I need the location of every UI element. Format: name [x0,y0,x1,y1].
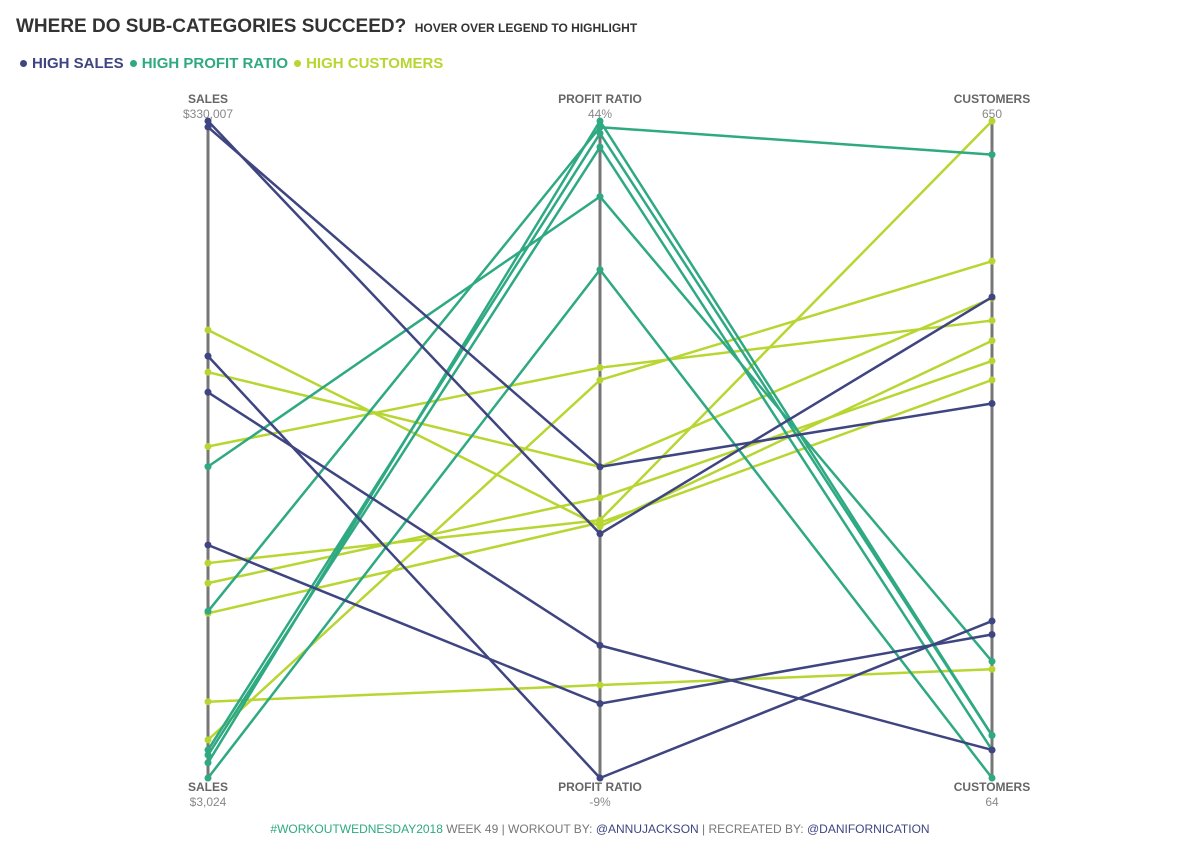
footer-author-link[interactable]: @ANNUJACKSON [595,822,699,836]
series-line[interactable] [204,326,996,530]
data-point[interactable] [204,759,212,767]
title-row: WHERE DO SUB-CATEGORIES SUCCEED? HOVER O… [16,16,637,38]
legend-item-high-sales[interactable]: HIGH SALES [20,55,124,72]
series-line[interactable] [204,117,996,538]
footer-week: WEEK 49 | WORKOUT BY: [442,822,596,836]
legend-item-high-profit-ratio[interactable]: HIGH PROFIT RATIO [129,55,289,72]
data-point[interactable] [988,151,996,159]
data-point[interactable] [596,519,604,527]
data-point[interactable] [596,193,604,201]
data-point[interactable] [988,376,996,384]
data-point[interactable] [988,617,996,625]
data-point[interactable] [204,368,212,376]
series-line[interactable] [204,123,996,615]
data-point[interactable] [204,607,212,615]
axis-bottom-title: CUSTOMERS [954,780,1030,794]
legend-dot-icon [294,60,302,67]
data-point[interactable] [596,117,604,125]
axis-top-title: PROFIT RATIO [558,92,642,106]
axis-max-label: 650 [982,107,1002,121]
footer-recreated: | RECREATED BY: [698,822,807,836]
data-point[interactable] [596,681,604,689]
data-point[interactable] [988,293,996,301]
series-line[interactable] [204,117,996,767]
lines-layer [204,117,996,782]
footer-hashtag[interactable]: #WORKOUTWEDNESDAY2018 [270,822,443,836]
legend-dot-icon [129,60,137,67]
data-point[interactable] [988,357,996,365]
axis-min-label: $3,024 [190,795,227,809]
axes-layer [206,121,994,778]
series-line[interactable] [204,388,996,754]
data-point[interactable] [988,400,996,408]
data-point[interactable] [596,129,604,137]
legend-label: HIGH PROFIT RATIO [141,55,289,72]
data-point[interactable] [988,731,996,739]
data-point[interactable] [204,463,212,471]
legend-dot-icon [20,60,27,67]
data-point[interactable] [988,257,996,265]
page-subtitle: HOVER OVER LEGEND TO HIGHLIGHT [414,21,638,35]
data-point[interactable] [204,117,212,125]
axis-min-label: 64 [985,795,999,809]
data-point[interactable] [988,746,996,754]
data-point[interactable] [596,530,604,538]
data-point[interactable] [204,326,212,334]
data-point[interactable] [204,559,212,567]
data-point[interactable] [596,463,604,471]
legend-label: HIGH CUSTOMERS [306,55,444,72]
data-point[interactable] [988,665,996,673]
data-point[interactable] [204,736,212,744]
data-point[interactable] [204,751,212,759]
series-line[interactable] [204,257,996,744]
data-point[interactable] [988,657,996,665]
axis-top-title: CUSTOMERS [954,92,1030,106]
series-line[interactable] [204,266,996,782]
axis-max-label: 44% [588,107,612,121]
data-point[interactable] [596,700,604,708]
data-point[interactable] [596,494,604,502]
data-point[interactable] [204,774,212,782]
series-line[interactable] [204,317,996,451]
data-point[interactable] [988,774,996,782]
series-line[interactable] [204,376,996,617]
data-point[interactable] [596,641,604,649]
series-line[interactable] [204,541,996,708]
axis-max-label: $330,007 [183,107,233,121]
axis-top-title: SALES [188,92,228,106]
series-line[interactable] [204,193,996,665]
data-point[interactable] [204,388,212,396]
series-line[interactable] [204,357,996,587]
series-line[interactable] [204,352,996,782]
data-point[interactable] [204,541,212,549]
data-point[interactable] [596,266,604,274]
data-point[interactable] [204,443,212,451]
footer-recreator-link[interactable]: @DANIFORNICATION [806,822,930,836]
series-line[interactable] [204,123,996,471]
data-point[interactable] [596,376,604,384]
data-point[interactable] [988,317,996,325]
data-point[interactable] [596,143,604,151]
data-point[interactable] [204,579,212,587]
legend: HIGH SALES HIGH PROFIT RATIO HIGH CUSTOM… [20,55,443,72]
footer-credits: #WORKOUTWEDNESDAY2018 WEEK 49 | WORKOUT … [0,822,1200,836]
data-point[interactable] [596,364,604,372]
data-point[interactable] [204,698,212,706]
legend-item-high-customers[interactable]: HIGH CUSTOMERS [294,55,443,72]
data-point[interactable] [988,337,996,345]
data-point[interactable] [204,123,212,131]
data-point[interactable] [204,352,212,360]
data-point[interactable] [988,117,996,125]
legend-label: HIGH SALES [32,55,124,72]
data-point[interactable] [988,630,996,638]
axis-min-label: -9% [589,795,611,809]
axis-bottom-title: SALES [188,780,228,794]
axis-bottom-title: PROFIT RATIO [558,780,642,794]
data-point[interactable] [596,774,604,782]
page-title: WHERE DO SUB-CATEGORIES SUCCEED? [16,16,407,37]
